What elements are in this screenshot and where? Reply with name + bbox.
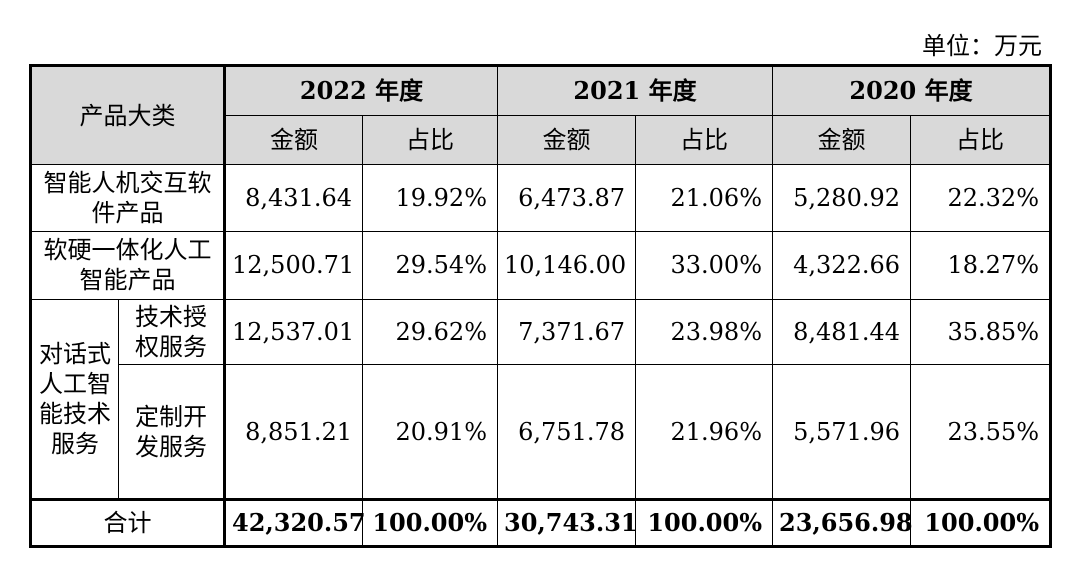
cell-share-2022: 29.62% — [362, 298, 498, 365]
table-row: 智能人机交互软件产品 8,431.64 19.92% 6,473.87 21.0… — [30, 164, 1051, 233]
cell-share-2020: 22.32% — [910, 164, 1051, 233]
amount-header-2022: 金额 — [223, 114, 363, 166]
cell-amount-2022: 8,851.21 — [223, 363, 363, 501]
row-group-name: 对话式人工智能技术服务 — [30, 298, 119, 501]
cell-share-2021: 23.98% — [635, 298, 773, 365]
cell-amount-2021: 6,473.87 — [497, 164, 636, 233]
row-name: 智能人机交互软件产品 — [30, 164, 225, 233]
row-name: 技术授权服务 — [118, 298, 225, 365]
cell-share-2021: 21.96% — [635, 363, 773, 501]
cell-amount-2020: 4,322.66 — [772, 231, 911, 300]
header-row-years: 产品大类 2022 年度 2021 年度 2020 年度 — [30, 64, 1051, 166]
cell-amount-2020: 5,571.96 — [772, 363, 911, 501]
total-amount-2022: 42,320.57 — [223, 498, 366, 547]
cell-amount-2022: 8,431.64 — [223, 164, 363, 233]
cell-share-2022: 29.54% — [362, 231, 498, 300]
cell-amount-2022: 12,537.01 — [223, 298, 363, 365]
amount-header-2021: 金额 — [497, 114, 636, 166]
year-header-2021: 2021 年度 — [497, 65, 773, 116]
share-header-2022: 占比 — [362, 114, 498, 166]
table-row: 软硬一体化人工智能产品 12,500.71 29.54% 10,146.00 3… — [30, 231, 1051, 300]
cell-share-2021: 21.06% — [635, 164, 773, 233]
share-header-2021: 占比 — [635, 114, 773, 166]
cell-share-2020: 18.27% — [910, 231, 1051, 300]
year-header-2020: 2020 年度 — [772, 65, 1051, 116]
row-name: 软硬一体化人工智能产品 — [30, 231, 225, 300]
row-name: 定制开发服务 — [118, 363, 225, 501]
table-row: 定制开发服务 8,851.21 20.91% 6,751.78 21.96% 5… — [31, 363, 1051, 501]
cell-share-2020: 23.55% — [910, 363, 1051, 501]
cell-amount-2022: 12,500.71 — [223, 231, 363, 300]
revenue-table: 产品大类 2022 年度 2021 年度 2020 年度 金额 占比 金额 占比… — [29, 64, 1052, 548]
total-share-2020: 100.00% — [910, 498, 1051, 547]
category-header: 产品大类 — [30, 64, 225, 166]
total-label: 合计 — [30, 498, 225, 547]
total-share-2021: 100.00% — [635, 498, 773, 547]
cell-share-2020: 35.85% — [910, 298, 1051, 365]
header-row-metrics: 金额 占比 金额 占比 金额 占比 — [31, 114, 1051, 166]
cell-amount-2020: 5,280.92 — [772, 164, 911, 233]
total-amount-2020: 23,656.98 — [772, 498, 913, 547]
cell-share-2022: 20.91% — [362, 363, 498, 501]
unit-label: 单位：万元 — [922, 32, 1042, 60]
year-header-2022: 2022 年度 — [223, 65, 498, 116]
total-share-2022: 100.00% — [362, 498, 498, 547]
share-header-2020: 占比 — [910, 114, 1051, 166]
table-row: 对话式人工智能技术服务 技术授权服务 12,537.01 29.62% 7,37… — [30, 298, 1051, 501]
cell-amount-2021: 6,751.78 — [497, 363, 636, 501]
total-amount-2021: 30,743.31 — [497, 498, 638, 547]
total-row: 合计 42,320.57 100.00% 30,743.31 100.00% 2… — [30, 498, 1051, 547]
cell-amount-2020: 8,481.44 — [772, 298, 911, 365]
cell-amount-2021: 10,146.00 — [497, 231, 636, 300]
cell-share-2021: 33.00% — [635, 231, 773, 300]
cell-amount-2021: 7,371.67 — [497, 298, 636, 365]
cell-share-2022: 19.92% — [362, 164, 498, 233]
amount-header-2020: 金额 — [772, 114, 911, 166]
